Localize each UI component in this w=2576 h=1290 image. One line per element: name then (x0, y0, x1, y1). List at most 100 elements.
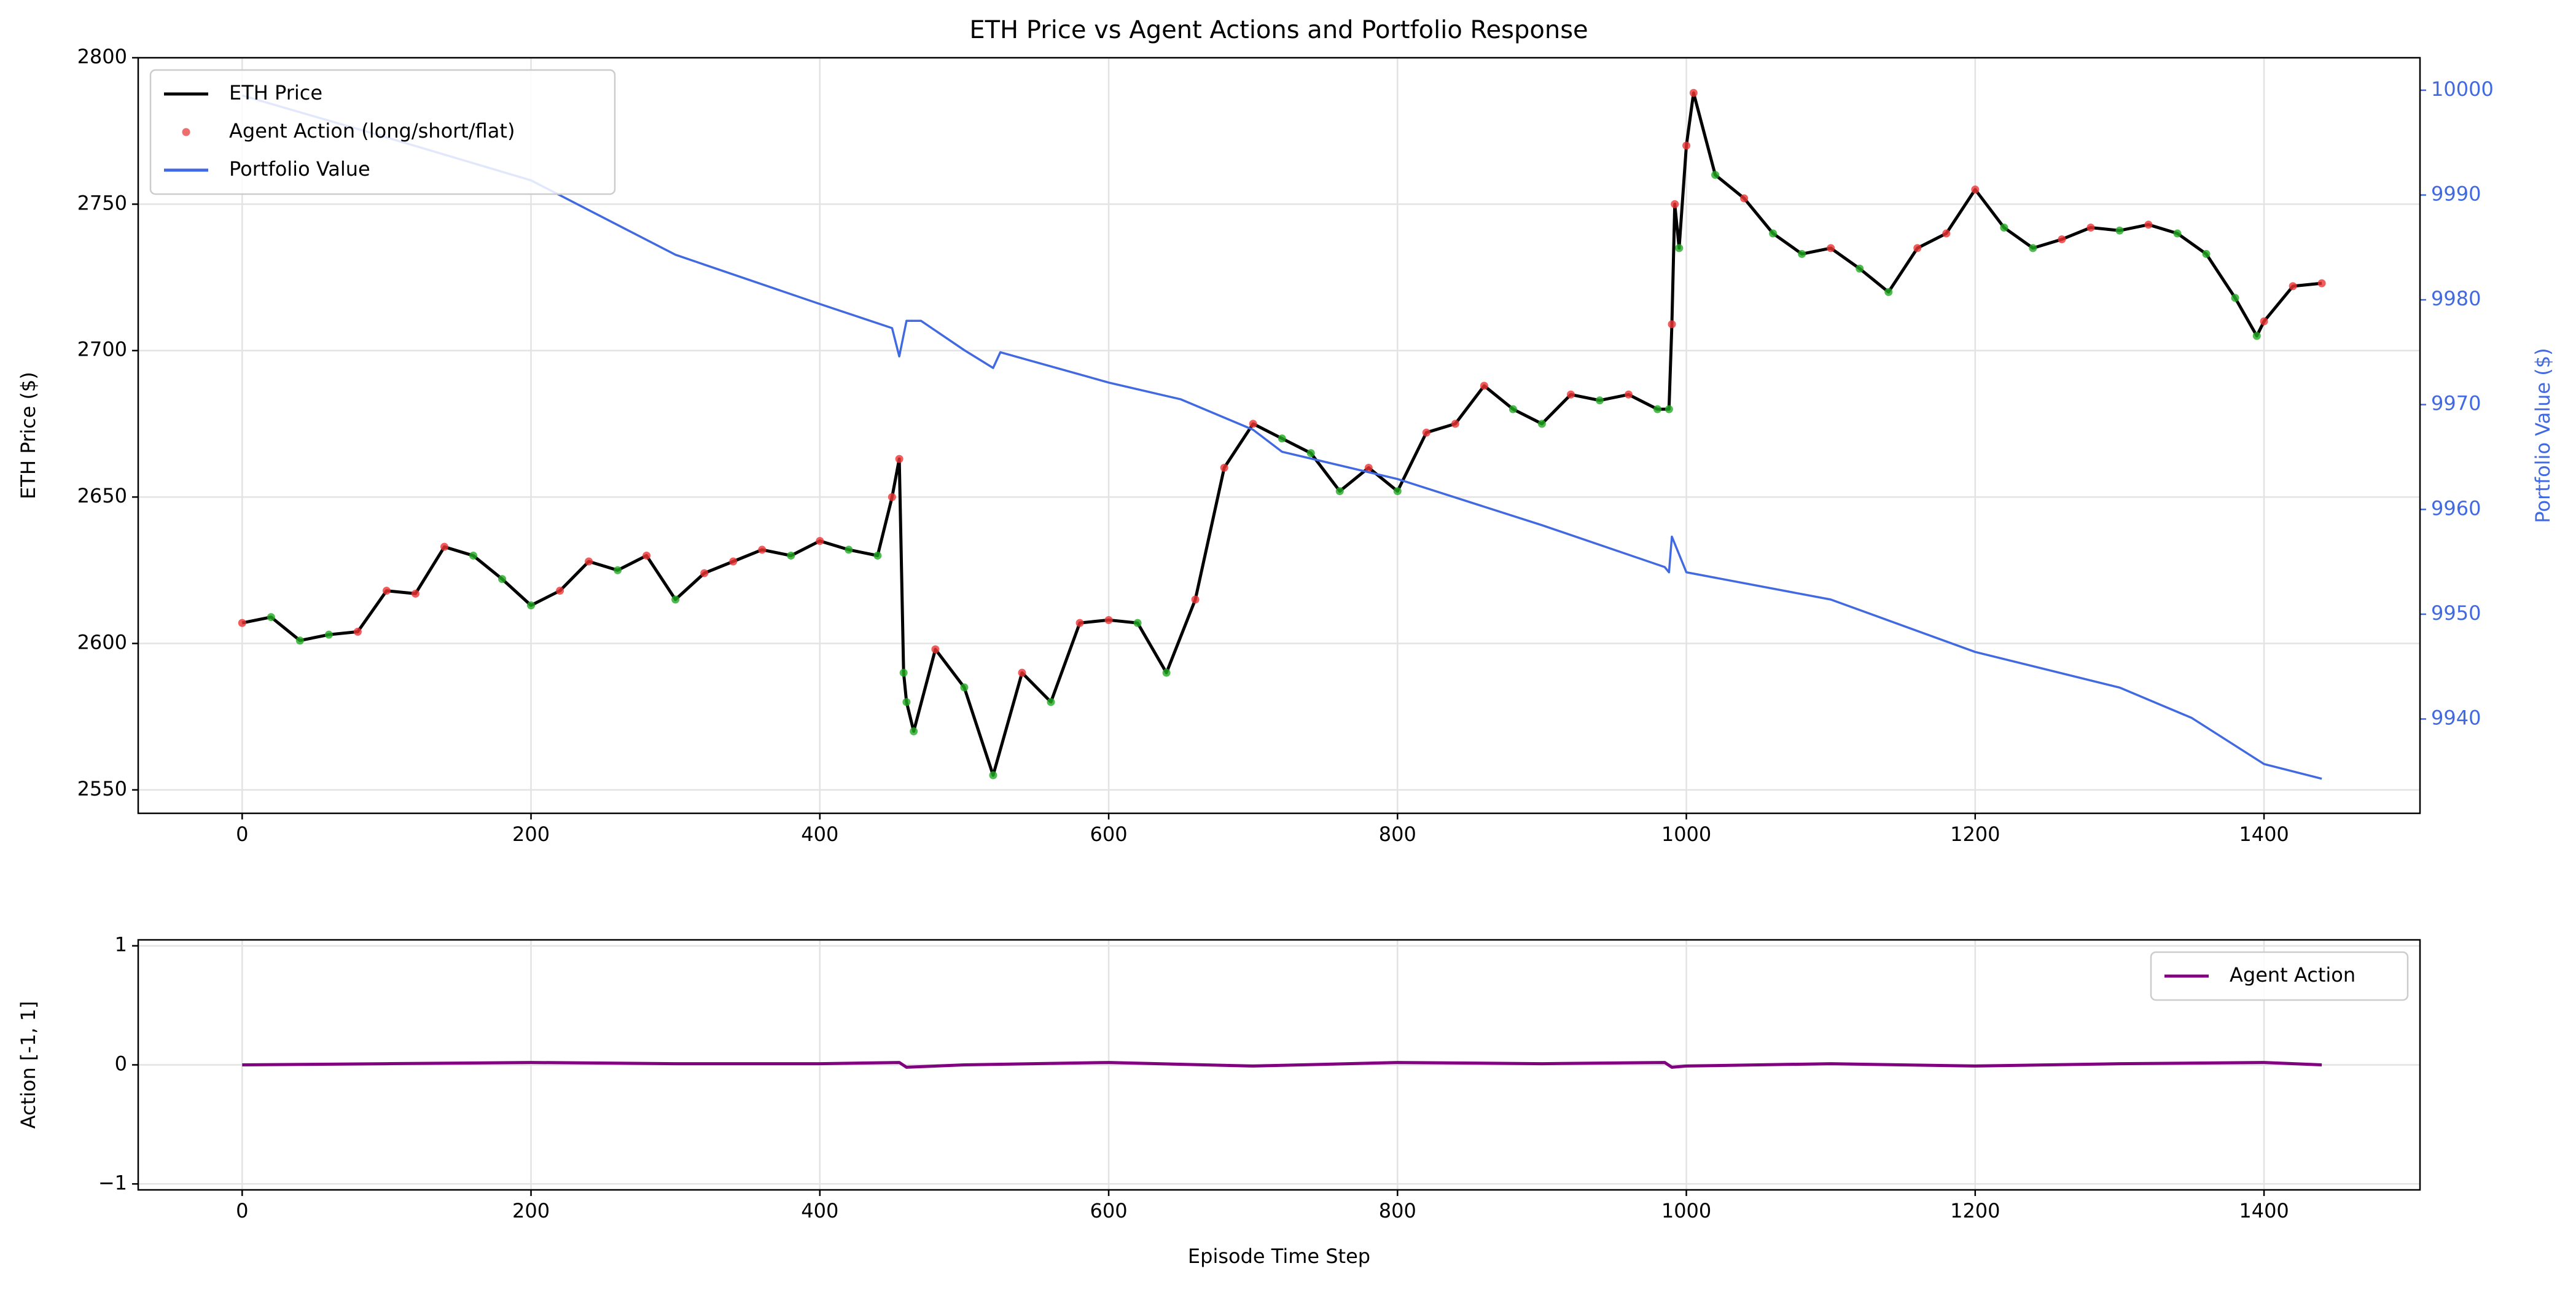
action-point (1913, 244, 1922, 252)
action-point (2173, 229, 2182, 238)
action-point (1689, 88, 1698, 97)
action-point (238, 619, 246, 627)
action-point (899, 668, 908, 677)
plot-area (238, 88, 2326, 780)
chart-title: ETH Price vs Agent Actions and Portfolio… (969, 16, 1588, 44)
action-point (1675, 244, 1684, 252)
action-point (1711, 171, 1720, 179)
legend: ETH Price Agent Action (long/short/flat) P… (149, 69, 616, 195)
action-point (895, 455, 904, 463)
action-point (2058, 235, 2066, 244)
action-point (382, 587, 391, 595)
action-point (1249, 420, 1257, 428)
legend-label: ETH Price (229, 81, 322, 104)
action-point (960, 683, 969, 692)
legend-label: Portfolio Value (229, 157, 370, 181)
action-point (873, 551, 882, 560)
action-point (1665, 405, 1673, 413)
y2-axis-label: Portfolio Value ($) (2531, 348, 2555, 523)
action-point (1798, 249, 1806, 258)
x-tick-label: 1000 (1661, 1199, 1711, 1222)
action-point (527, 601, 536, 610)
action-point (1480, 381, 1488, 390)
legend-label: Agent Action (long/short/flat) (229, 119, 515, 143)
y2-tick-label: 9990 (2431, 182, 2481, 205)
action-point (1827, 244, 1835, 252)
action-point (816, 537, 824, 545)
plot-area (242, 1061, 2322, 1069)
action-point (1018, 668, 1026, 677)
action-point (1104, 616, 1113, 624)
action-point (411, 589, 420, 598)
action-point (1364, 463, 1373, 472)
y-tick-label: 2750 (77, 191, 127, 214)
y-axis-label: Action [-1, 1] (17, 1001, 40, 1129)
action-point (1769, 229, 1778, 238)
action-point (1884, 287, 1893, 296)
action-point (2231, 294, 2239, 302)
action-point (324, 630, 333, 639)
x-axis-label: Episode Time Step (1188, 1245, 1370, 1268)
action-point (910, 727, 918, 736)
action-point (2029, 244, 2037, 252)
x-tick-label: 1400 (2239, 823, 2289, 846)
action-point (1278, 434, 1286, 443)
action-point (2252, 332, 2261, 340)
action-point (1162, 668, 1171, 677)
x-tick-label: 200 (512, 1199, 550, 1222)
axes: 0 200 400 600 800 1000 1200 1400 −1 0 1 Action [-1,… (17, 933, 2421, 1268)
y2-tick-label: 9980 (2431, 287, 2481, 310)
y2-tick-label: 9970 (2431, 392, 2481, 415)
axes: 0 200 400 600 800 1000 1200 1400 2550 2600 2650 270… (17, 45, 2555, 846)
action-point (1566, 390, 1575, 399)
action-point (1047, 698, 1055, 706)
x-tick-label: 600 (1090, 823, 1128, 846)
action-point (556, 587, 564, 595)
action-point (440, 542, 448, 551)
y2-tick-label: 9960 (2431, 496, 2481, 520)
action-point (729, 557, 738, 566)
legend-label: Agent Action (2230, 963, 2355, 987)
action-point (1682, 141, 1691, 150)
action-point (1653, 405, 1662, 413)
action-point (1595, 396, 1604, 405)
action-point (2317, 279, 2326, 287)
action-point (700, 569, 709, 577)
x-tick-label: 800 (1379, 823, 1416, 846)
action-point (1671, 200, 1679, 208)
action-point (931, 645, 940, 654)
x-tick-label: 600 (1090, 1199, 1128, 1222)
action-point (989, 771, 997, 780)
action-point (1191, 595, 1200, 604)
action-point (2115, 226, 2124, 235)
y-tick-label: 1 (115, 933, 127, 956)
legend-frame (149, 69, 616, 195)
x-tick-label: 400 (801, 1199, 838, 1222)
axes-frame (137, 939, 2421, 1191)
action-point (1740, 194, 1749, 203)
action-point (642, 551, 651, 560)
x-tick-label: 800 (1379, 1199, 1416, 1222)
action-point (1393, 487, 1402, 496)
x-tick-label: 1400 (2239, 1199, 2289, 1222)
action-point (1971, 186, 1980, 194)
x-tick-label: 1200 (1950, 1199, 2000, 1222)
action-point (1451, 420, 1459, 428)
action-point (614, 566, 622, 574)
action-point (498, 575, 507, 584)
y2-tick-label: 10000 (2431, 77, 2494, 101)
legend: Agent Action (2150, 951, 2409, 1001)
action-point (1668, 320, 1676, 329)
action-point (1133, 619, 1142, 627)
action-point (1075, 619, 1084, 627)
action-point (295, 636, 304, 645)
legend-frame (2150, 951, 2409, 1001)
action-point (2202, 249, 2211, 258)
action-point (585, 557, 593, 566)
action-point (787, 551, 795, 560)
action-point (902, 698, 911, 706)
y-tick-label: 2600 (77, 630, 127, 654)
action-point (1942, 229, 1951, 238)
